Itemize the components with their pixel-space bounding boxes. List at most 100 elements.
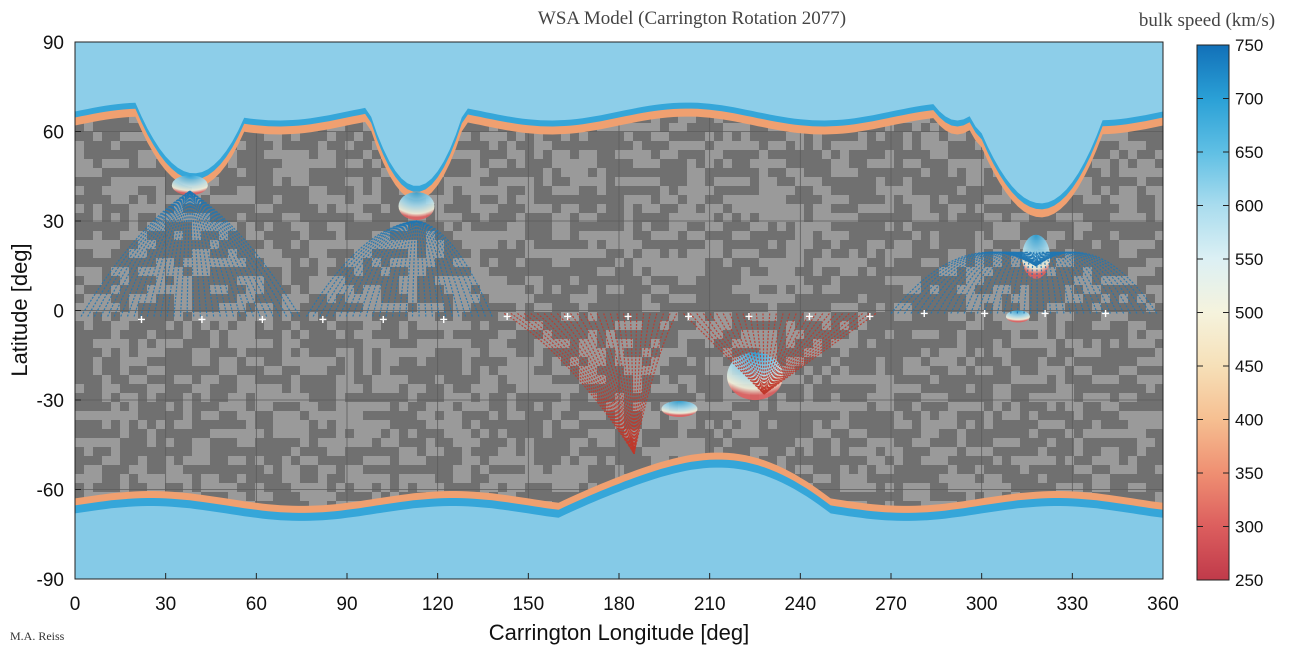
magnetogram-patch: [489, 276, 498, 285]
magnetogram-patch: [129, 303, 138, 312]
magnetogram-patch: [570, 276, 579, 285]
magnetogram-patch: [570, 438, 579, 447]
magnetogram-patch: [795, 168, 804, 177]
magnetogram-patch: [1083, 276, 1092, 285]
magnetogram-patch: [345, 474, 363, 483]
magnetogram-patch: [561, 465, 570, 474]
magnetogram-patch: [687, 384, 696, 393]
magnetogram-patch: [903, 384, 912, 393]
magnetogram-patch: [606, 429, 615, 438]
magnetogram-patch: [849, 375, 858, 384]
magnetogram-patch: [534, 204, 543, 213]
magnetogram-patch: [1155, 231, 1163, 240]
magnetogram-patch: [291, 240, 300, 249]
magnetogram-patch: [129, 222, 138, 231]
magnetogram-patch: [885, 249, 894, 258]
field-line: [576, 313, 635, 454]
magnetogram-patch: [759, 213, 768, 222]
magnetogram-patch: [345, 420, 363, 429]
magnetogram-patch: [363, 303, 381, 312]
magnetogram-patch: [642, 411, 660, 420]
magnetogram-patch: [165, 456, 174, 465]
magnetogram-patch: [1056, 375, 1065, 384]
field-line: [763, 313, 844, 395]
magnetogram-patch: [948, 312, 957, 321]
magnetogram-patch: [975, 168, 984, 177]
magnetogram-patch: [480, 213, 489, 222]
magnetogram-patch: [993, 438, 1002, 447]
magnetogram-patch: [111, 384, 120, 393]
magnetogram-patch: [129, 312, 138, 321]
magnetogram-patch: [201, 474, 210, 483]
magnetogram-patch: [633, 150, 642, 159]
field-line: [729, 313, 765, 395]
field-line: [763, 313, 791, 395]
magnetogram-patch: [237, 168, 246, 177]
magnetogram-patch: [651, 285, 669, 294]
magnetogram-patch: [138, 159, 156, 168]
magnetogram-patch: [282, 474, 300, 483]
magnetogram-patch: [1011, 330, 1020, 339]
magnetogram-patch: [669, 213, 678, 222]
magnetogram-patch: [930, 375, 939, 384]
magnetogram-patch: [930, 231, 939, 240]
magnetogram-patch: [336, 420, 345, 429]
magnetogram-patch: [273, 393, 291, 402]
magnetogram-patch: [489, 294, 507, 303]
magnetogram-patch: [426, 312, 435, 321]
field-line: [1035, 251, 1158, 314]
magnetogram-patch: [912, 195, 930, 204]
magnetogram-patch: [336, 411, 345, 420]
magnetogram-patch: [1074, 348, 1083, 357]
magnetogram-patch: [462, 438, 480, 447]
magnetogram-patch: [858, 474, 867, 483]
magnetogram-patch: [678, 294, 696, 303]
magnetogram-patch: [336, 375, 354, 384]
field-line: [682, 313, 765, 395]
magnetogram-patch: [480, 267, 489, 276]
magnetogram-patch: [300, 222, 309, 231]
field-line: [763, 313, 850, 395]
magnetogram-patch: [723, 159, 732, 168]
magnetogram-patch: [1092, 393, 1110, 402]
magnetogram-patch: [255, 483, 264, 492]
magnetogram-patch: [912, 357, 921, 366]
magnetogram-patch: [813, 141, 822, 150]
magnetogram-patch: [561, 420, 570, 429]
magnetogram-patch: [1083, 393, 1092, 402]
magnetogram-patch: [336, 312, 354, 321]
magnetogram-patch: [966, 276, 975, 285]
magnetogram-patch: [984, 483, 993, 492]
magnetogram-patch: [912, 285, 921, 294]
magnetogram-patch: [1119, 294, 1128, 303]
magnetogram-patch: [579, 474, 588, 483]
magnetogram-patch: [561, 231, 570, 240]
plot-area: [75, 42, 1163, 579]
field-line: [523, 313, 635, 454]
magnetogram-patch: [543, 429, 552, 438]
magnetogram-patch: [480, 285, 489, 294]
magnetogram-patch: [984, 294, 1002, 303]
magnetogram-patch: [543, 168, 552, 177]
magnetogram-patch: [165, 465, 183, 474]
magnetogram-patch: [570, 294, 579, 303]
magnetogram-patch: [1038, 330, 1047, 339]
magnetogram-patch: [912, 384, 921, 393]
field-line: [936, 251, 1037, 314]
magnetogram-patch: [426, 402, 435, 411]
field-line: [1035, 251, 1138, 314]
earth-marker: [1041, 309, 1049, 317]
magnetogram-patch: [1020, 456, 1029, 465]
magnetogram-patch: [237, 213, 246, 222]
magnetogram-patch: [597, 267, 615, 276]
magnetogram-patch: [381, 366, 390, 375]
magnetogram-patch: [831, 240, 840, 249]
magnetogram-patch: [453, 312, 462, 321]
magnetogram-patch: [813, 375, 822, 384]
field-line: [1035, 251, 1145, 314]
magnetogram-patch: [165, 267, 183, 276]
north-polar-hole-inner: [75, 42, 1163, 204]
magnetogram-patch: [300, 456, 309, 465]
magnetogram-patch: [867, 393, 876, 402]
magnetogram-patch: [543, 141, 552, 150]
